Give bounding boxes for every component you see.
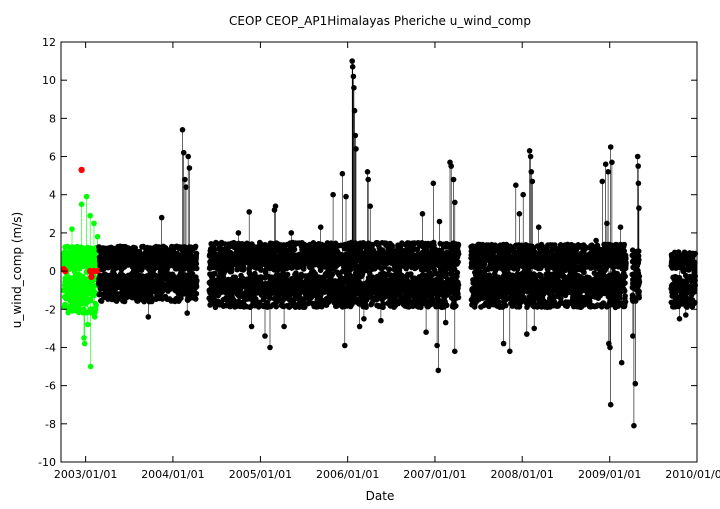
series-2-segment-0: [96, 244, 200, 305]
x-axis-label: Date: [366, 489, 395, 503]
data-point: [194, 251, 200, 257]
y-axis-label: u_wind_comp (m/s): [10, 212, 24, 328]
series-0-segment-0: [61, 244, 99, 316]
data-point: [453, 303, 459, 309]
data-point: [87, 213, 93, 219]
data-point: [456, 251, 462, 257]
data-point: [93, 303, 99, 309]
data-point: [193, 296, 199, 302]
data-point: [455, 270, 461, 276]
data-point: [85, 322, 91, 328]
data-point: [455, 259, 461, 265]
data-point: [444, 303, 450, 309]
data-point: [194, 278, 200, 284]
data-point: [88, 274, 94, 280]
data-point: [194, 291, 200, 297]
data-point: [456, 295, 462, 301]
data-point: [84, 194, 90, 200]
data-point: [91, 221, 97, 227]
data-point: [258, 267, 264, 273]
data-point: [456, 242, 462, 248]
data-point: [82, 341, 88, 347]
data-point: [285, 272, 291, 278]
data-point: [389, 243, 395, 249]
data-point: [194, 284, 200, 290]
data-point: [194, 266, 200, 272]
data-point: [381, 301, 387, 307]
data-point: [79, 202, 85, 208]
data-point: [69, 226, 75, 232]
data-point: [88, 364, 94, 370]
chart-title: CEOP CEOP_AP1Himalayas Pheriche u_wind_c…: [229, 14, 531, 28]
data-point: [193, 244, 199, 250]
data-point: [456, 282, 462, 288]
data-point: [92, 314, 98, 320]
data-point: [95, 234, 101, 240]
data-point: [81, 335, 87, 341]
data-point: [78, 167, 84, 173]
